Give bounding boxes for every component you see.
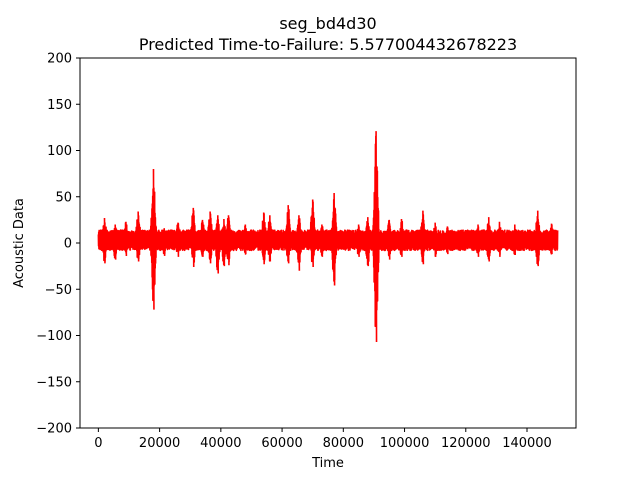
chart-title: seg_bd4d30 [279,14,376,34]
y-tick-label: −150 [36,375,72,390]
x-tick-label: 60000 [261,436,302,451]
series-line [97,131,559,342]
x-tick-label: 100000 [380,436,430,451]
y-tick-label: 100 [47,144,72,159]
x-tick-label: 120000 [441,436,491,451]
x-axis: 0 20000 40000 60000 80000 100000 120000 140000 [94,428,552,451]
x-tick-label: 140000 [502,436,552,451]
x-tick-label: 40000 [200,436,241,451]
x-axis-label: Time [311,456,344,471]
y-tick-label: 150 [47,98,72,113]
y-axis: −200 −150 −100 −50 0 50 100 150 200 [36,52,80,437]
chart-subtitle: Predicted Time-to-Failure: 5.57700443267… [139,35,517,54]
x-tick-label: 20000 [139,436,180,451]
series-layer [97,131,559,342]
y-axis-label: Acoustic Data [12,198,27,288]
x-tick-label: 0 [94,436,102,451]
y-tick-label: −50 [45,283,72,298]
y-tick-label: 0 [64,237,72,252]
plot-area [97,131,559,342]
x-tick-label: 80000 [323,436,364,451]
y-tick-label: 50 [55,190,72,205]
y-tick-label: −200 [36,422,72,437]
y-tick-label: −100 [36,329,72,344]
y-tick-label: 200 [47,52,72,67]
